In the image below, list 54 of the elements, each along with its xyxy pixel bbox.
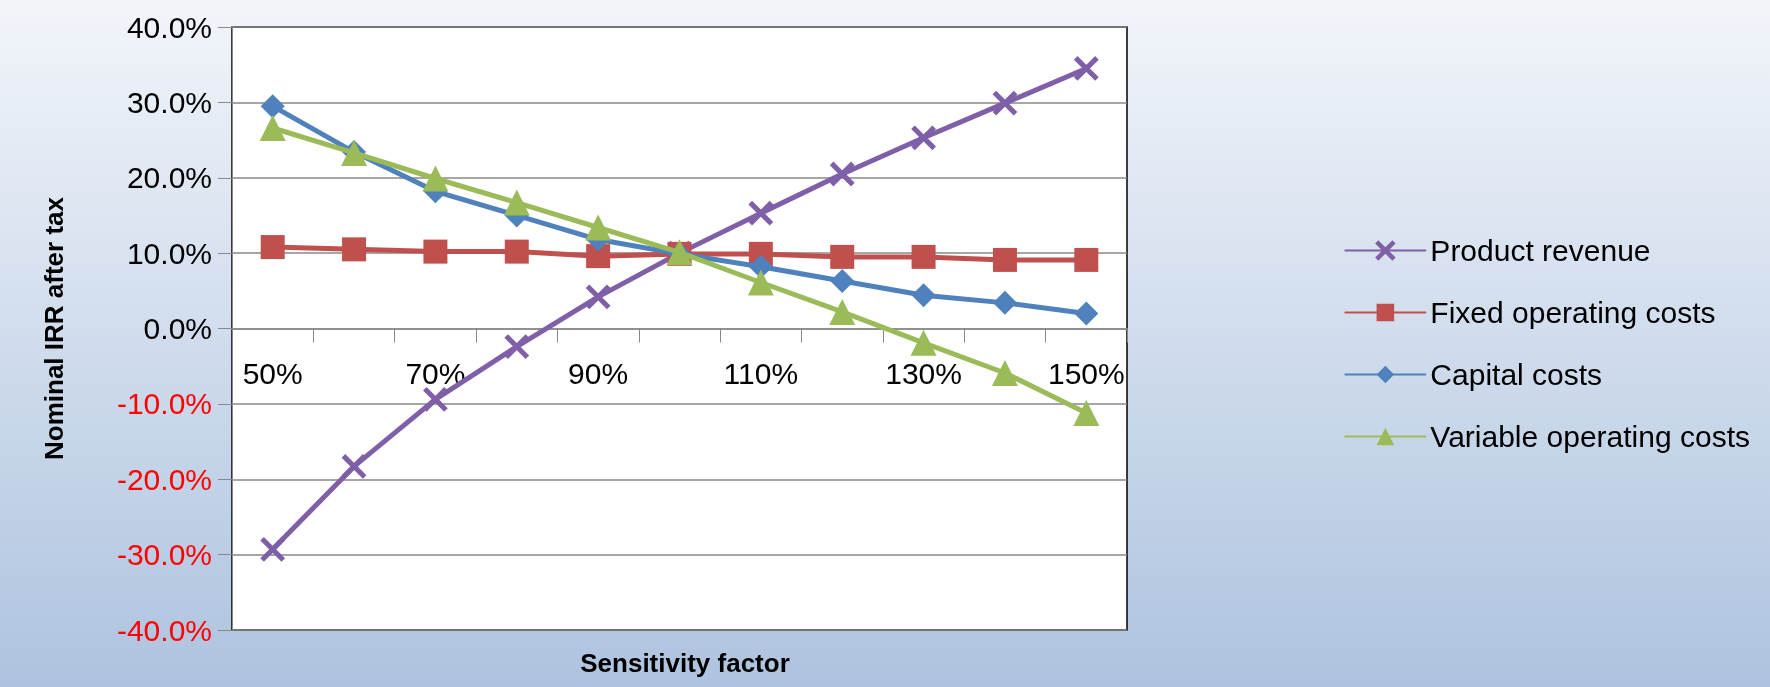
y-tick-label: 10.0%: [126, 236, 212, 270]
point: [586, 284, 611, 309]
point: [830, 244, 855, 269]
point: [748, 201, 773, 226]
point: [1074, 247, 1099, 272]
legend-label: Capital costs: [1430, 358, 1603, 391]
y-axis-title: Nominal IRR after tax: [39, 196, 69, 460]
point: [504, 334, 529, 359]
x-tick-label: 50%: [242, 357, 303, 390]
x-tick-label: 70%: [405, 357, 466, 390]
point: [259, 115, 286, 141]
y-tick-label: 20.0%: [126, 161, 212, 195]
point: [911, 244, 936, 269]
point: [1073, 399, 1100, 426]
point: [910, 329, 937, 356]
point: [504, 239, 529, 264]
point: [991, 359, 1018, 386]
point: [260, 235, 285, 260]
x-axis-title: Sensitivity factor: [580, 648, 790, 678]
x-tick-label: 130%: [885, 357, 962, 390]
y-tick-label: -20.0%: [116, 462, 212, 496]
point: [585, 214, 612, 241]
x-tick-label: 150%: [1047, 357, 1125, 390]
point: [992, 91, 1017, 116]
point: [342, 454, 367, 479]
y-tick-label: 0.0%: [143, 312, 212, 345]
point: [422, 165, 449, 192]
point: [342, 237, 367, 262]
point: [423, 387, 448, 412]
point: [911, 283, 936, 308]
legend-label: Variable operating costs: [1430, 420, 1751, 453]
y-tick-label: 40.0%: [126, 10, 212, 44]
point: [1074, 301, 1099, 326]
point: [1074, 56, 1099, 81]
y-tick-label: 30.0%: [126, 85, 212, 119]
point: [992, 247, 1017, 272]
x-tick-label: 90%: [568, 357, 629, 390]
legend-label: Fixed operating costs: [1430, 296, 1716, 329]
point: [747, 269, 774, 296]
point: [423, 239, 448, 264]
point: [260, 94, 285, 119]
y-tick-label: -10.0%: [116, 387, 212, 421]
point: [992, 290, 1017, 315]
y-tick-label: -30.0%: [116, 538, 212, 572]
point: [586, 244, 611, 269]
point: [503, 189, 530, 216]
x-tick-label: 110%: [723, 357, 799, 390]
point: [830, 161, 855, 186]
point: [260, 537, 285, 562]
point: [830, 269, 855, 294]
point: [829, 298, 856, 325]
legend-label: Product revenue: [1430, 234, 1651, 267]
point: [911, 125, 936, 150]
y-tick-label: -40.0%: [116, 613, 212, 647]
